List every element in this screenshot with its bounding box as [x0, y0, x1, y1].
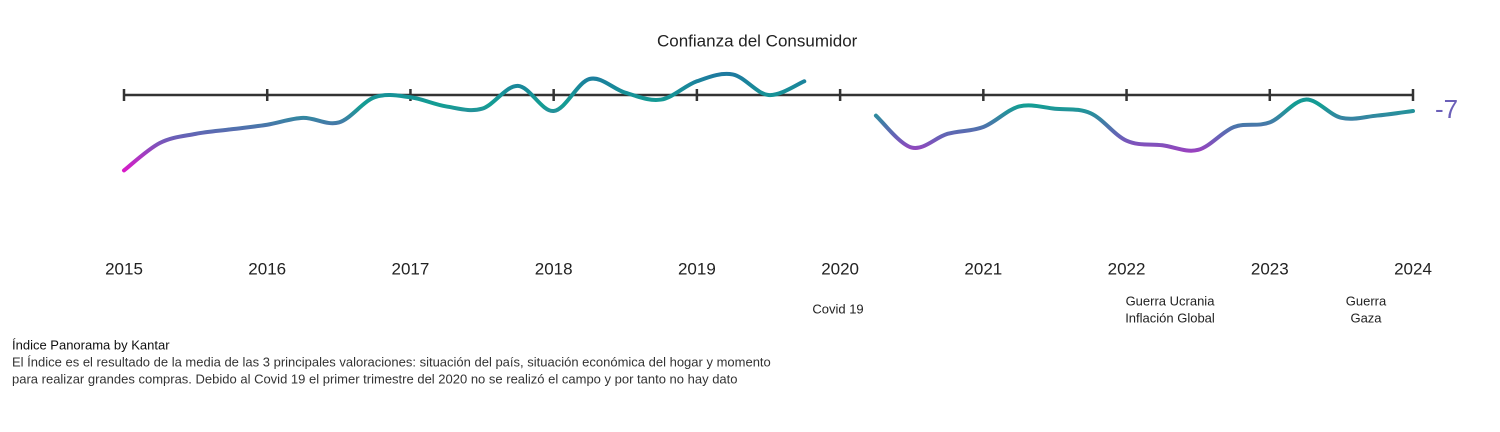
x-tick-label: 2017: [392, 259, 430, 278]
annotation: Covid 19: [812, 301, 863, 316]
x-tick-label: 2015: [105, 259, 143, 278]
x-tick-label: 2020: [821, 259, 859, 278]
source: Índice Panorama by Kantar: [12, 337, 170, 352]
line-series: [122, 71, 807, 173]
note: El Índice es el resultado de la media de…: [12, 354, 771, 369]
x-tick-label: 2019: [678, 259, 716, 278]
annotation: Gaza: [1350, 310, 1382, 325]
annotation: Guerra Ucrania: [1126, 293, 1216, 308]
x-tick-label: 2023: [1251, 259, 1289, 278]
legend-label: Confianza del Consumidor: [657, 31, 858, 50]
end-value-label: -7: [1435, 94, 1458, 124]
x-tick-label: 2022: [1108, 259, 1146, 278]
annotation: Guerra: [1346, 293, 1387, 308]
note: para realizar grandes compras. Debido al…: [12, 371, 738, 386]
annotation: Inflación Global: [1125, 310, 1215, 325]
x-tick-label: 2021: [964, 259, 1002, 278]
x-tick-label: 2018: [535, 259, 573, 278]
x-tick-label: 2024: [1394, 259, 1432, 278]
line-series: [873, 97, 1415, 153]
x-tick-label: 2016: [248, 259, 286, 278]
